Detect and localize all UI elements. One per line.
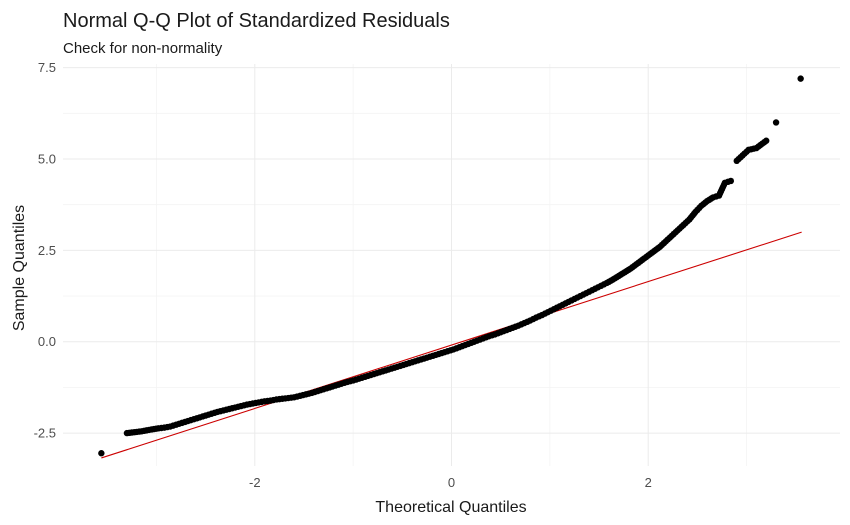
data-points <box>98 75 804 457</box>
reference-line-group <box>101 231 802 459</box>
data-point <box>763 137 770 144</box>
reference-line <box>101 231 802 459</box>
chart-title: Normal Q-Q Plot of Standardized Residual… <box>63 10 450 32</box>
y-tick-label: 5.0 <box>38 152 56 167</box>
y-tick-label: 2.5 <box>38 243 56 258</box>
x-axis-title: Theoretical Quantiles <box>375 499 526 516</box>
y-axis-title: Sample Quantiles <box>11 205 28 331</box>
y-axis-ticks: -2.5 0.0 2.5 5.0 7.5 <box>34 60 56 440</box>
data-point <box>727 177 735 185</box>
x-tick-label: 0 <box>448 475 455 490</box>
y-tick-label: -2.5 <box>34 426 56 441</box>
grid-lines <box>63 64 840 466</box>
y-tick-label: 0.0 <box>38 334 56 349</box>
data-point <box>98 450 105 457</box>
y-tick-label: 7.5 <box>38 60 56 75</box>
x-tick-label: -2 <box>249 475 261 490</box>
data-point <box>797 75 804 82</box>
x-axis-ticks: -2 0 2 <box>249 475 652 490</box>
x-tick-label: 2 <box>645 475 652 490</box>
data-point <box>772 119 780 126</box>
chart-subtitle: Check for non-normality <box>63 40 223 57</box>
